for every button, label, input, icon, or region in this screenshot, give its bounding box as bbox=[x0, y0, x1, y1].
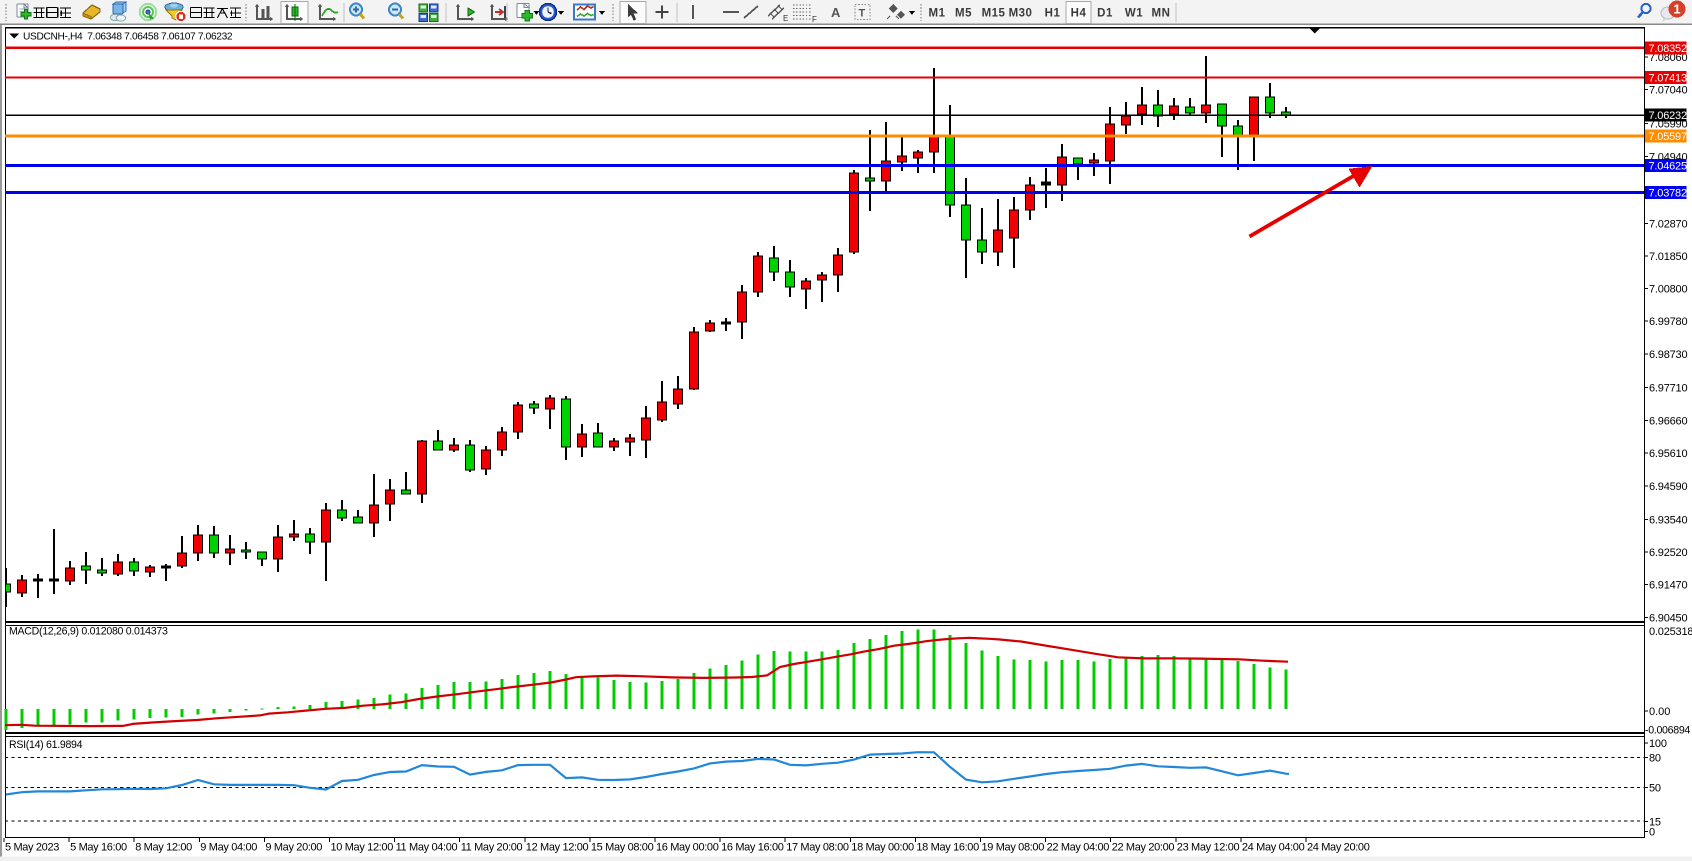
svg-text:MN: MN bbox=[1152, 8, 1171, 20]
svg-text:A: A bbox=[831, 5, 841, 20]
svg-text:MACD(12,26,9) 0.012080 0.01437: MACD(12,26,9) 0.012080 0.014373 bbox=[9, 626, 168, 638]
svg-text:T: T bbox=[859, 8, 866, 20]
svg-text:0: 0 bbox=[1649, 826, 1655, 838]
svg-text:1: 1 bbox=[1673, 2, 1680, 17]
svg-text:6.98730: 6.98730 bbox=[1649, 349, 1687, 361]
svg-text:9 May 04:00: 9 May 04:00 bbox=[200, 842, 257, 854]
svg-text:7.08060: 7.08060 bbox=[1649, 52, 1687, 64]
svg-text:12 May 12:00: 12 May 12:00 bbox=[526, 842, 589, 854]
svg-text:7.07413: 7.07413 bbox=[1649, 73, 1687, 85]
svg-text:16 May 00:00: 16 May 00:00 bbox=[656, 842, 719, 854]
svg-text:0.00: 0.00 bbox=[1649, 706, 1670, 718]
svg-text:17 May 08:00: 17 May 08:00 bbox=[786, 842, 849, 854]
svg-text:D1: D1 bbox=[1097, 8, 1113, 20]
svg-text:6.93540: 6.93540 bbox=[1649, 514, 1687, 526]
svg-text:15: 15 bbox=[1649, 816, 1661, 828]
svg-text:6.97710: 6.97710 bbox=[1649, 382, 1687, 394]
svg-text:80: 80 bbox=[1649, 752, 1661, 764]
svg-text:W1: W1 bbox=[1125, 8, 1143, 20]
svg-text:M1: M1 bbox=[929, 8, 946, 20]
svg-text:M15: M15 bbox=[982, 8, 1006, 20]
svg-text:6.95610: 6.95610 bbox=[1649, 448, 1687, 460]
svg-text:M5: M5 bbox=[955, 8, 972, 20]
svg-text:8 May 12:00: 8 May 12:00 bbox=[135, 842, 192, 854]
svg-text:-0.006894: -0.006894 bbox=[1645, 725, 1690, 737]
svg-text:24 May 04:00: 24 May 04:00 bbox=[1242, 842, 1305, 854]
svg-text:18 May 00:00: 18 May 00:00 bbox=[851, 842, 914, 854]
svg-text:100: 100 bbox=[1649, 738, 1667, 750]
svg-text:6.91470: 6.91470 bbox=[1649, 579, 1687, 591]
svg-text:6.96660: 6.96660 bbox=[1649, 415, 1687, 427]
svg-text:23 May 12:00: 23 May 12:00 bbox=[1177, 842, 1240, 854]
svg-text:6.94590: 6.94590 bbox=[1649, 481, 1687, 493]
svg-text:E: E bbox=[783, 14, 788, 23]
svg-text:7.05597: 7.05597 bbox=[1649, 131, 1687, 143]
svg-text:19 May 08:00: 19 May 08:00 bbox=[982, 842, 1045, 854]
svg-text:7.06232: 7.06232 bbox=[1649, 110, 1687, 122]
svg-text:16 May 16:00: 16 May 16:00 bbox=[721, 842, 784, 854]
svg-text:22 May 04:00: 22 May 04:00 bbox=[1047, 842, 1110, 854]
svg-text:6.90450: 6.90450 bbox=[1649, 612, 1687, 624]
svg-text:9 May 20:00: 9 May 20:00 bbox=[265, 842, 322, 854]
svg-text:7.02870: 7.02870 bbox=[1649, 218, 1687, 230]
svg-text:F: F bbox=[812, 15, 817, 24]
svg-text:7.03782: 7.03782 bbox=[1649, 188, 1687, 200]
svg-text:0.025318: 0.025318 bbox=[1649, 626, 1692, 638]
svg-text:7.00800: 7.00800 bbox=[1649, 283, 1687, 295]
svg-text:11 May 20:00: 11 May 20:00 bbox=[461, 842, 523, 854]
svg-text:5 May 16:00: 5 May 16:00 bbox=[70, 842, 127, 854]
svg-text:H4: H4 bbox=[1071, 8, 1087, 20]
svg-text:6.99780: 6.99780 bbox=[1649, 316, 1687, 328]
svg-text:10 May 12:00: 10 May 12:00 bbox=[331, 842, 394, 854]
svg-text:15 May 08:00: 15 May 08:00 bbox=[591, 842, 654, 854]
svg-text:7.01850: 7.01850 bbox=[1649, 251, 1687, 263]
svg-text:7.04625: 7.04625 bbox=[1649, 160, 1687, 172]
svg-text:7.07040: 7.07040 bbox=[1649, 84, 1687, 96]
svg-text:H1: H1 bbox=[1045, 8, 1061, 20]
svg-text:7.08352: 7.08352 bbox=[1649, 43, 1687, 55]
svg-text:5 May 2023: 5 May 2023 bbox=[5, 842, 59, 854]
svg-text:24 May 20:00: 24 May 20:00 bbox=[1307, 842, 1370, 854]
svg-text:18 May 16:00: 18 May 16:00 bbox=[916, 842, 979, 854]
svg-text:22 May 20:00: 22 May 20:00 bbox=[1112, 842, 1175, 854]
svg-text:50: 50 bbox=[1649, 782, 1661, 794]
svg-text:M30: M30 bbox=[1009, 8, 1033, 20]
svg-text:USDCNH-,H4 7.06348 7.06458 7.: USDCNH-,H4 7.06348 7.06458 7.06107 7.062… bbox=[23, 32, 233, 43]
svg-text:6.92520: 6.92520 bbox=[1649, 547, 1687, 559]
svg-text:11 May 04:00: 11 May 04:00 bbox=[396, 842, 458, 854]
svg-text:RSI(14) 61.9894: RSI(14) 61.9894 bbox=[9, 739, 83, 751]
